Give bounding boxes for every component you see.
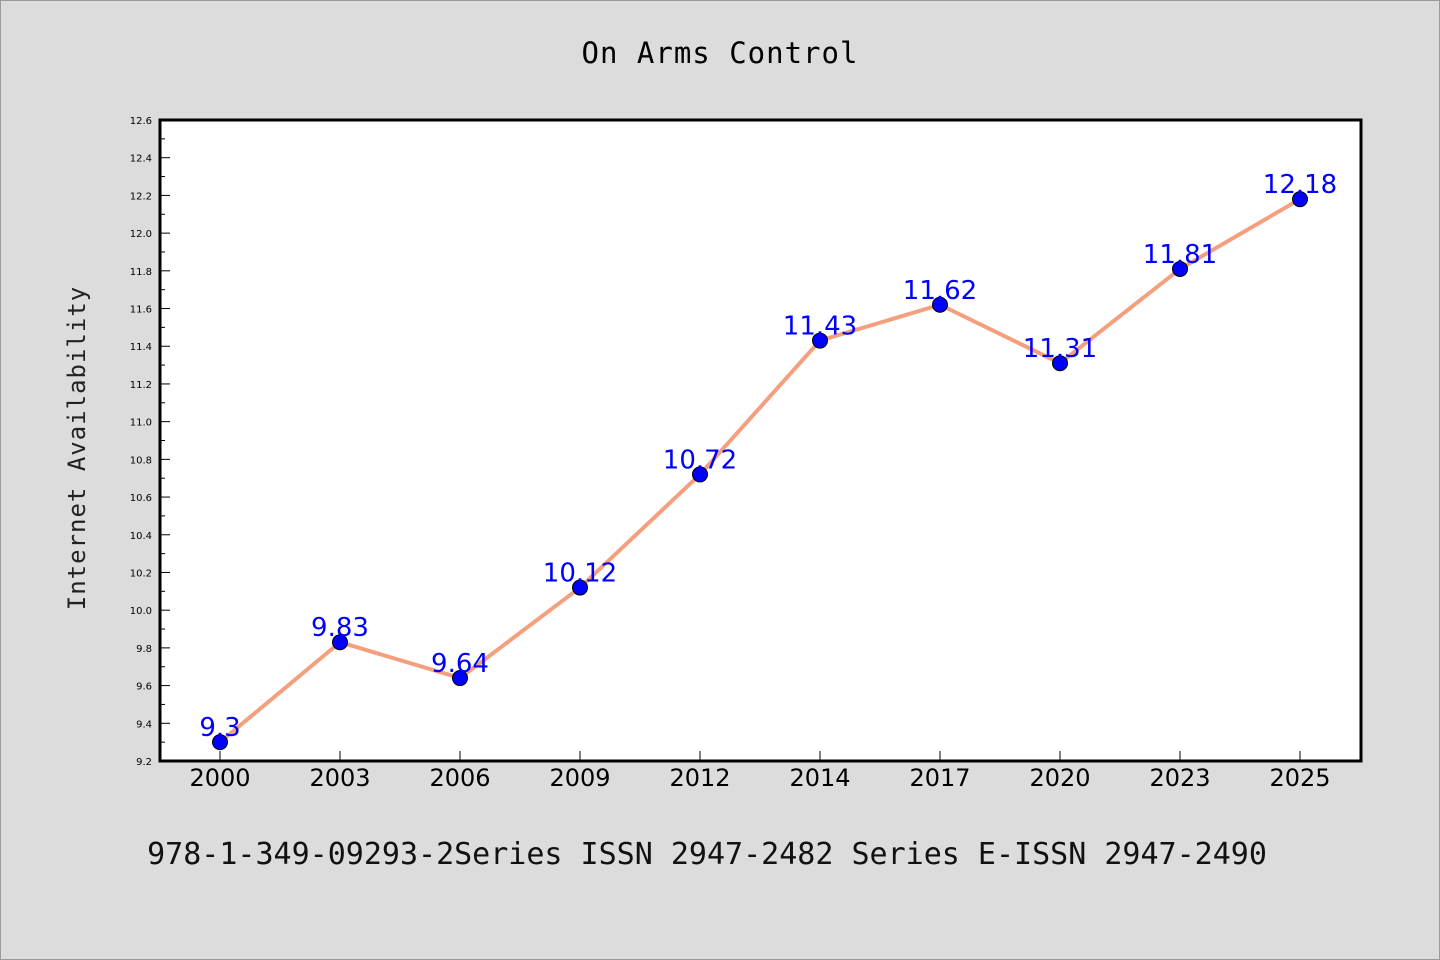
x-tick-label: 2006: [429, 764, 490, 792]
x-axis-ticks: 2000 2003 2006 2009 2012 2014 2017 2020 2023 2025: [189, 751, 1331, 792]
data-point-marker: [1292, 191, 1308, 208]
x-tick-label: 2009: [549, 764, 610, 792]
y-tick-label: 12.2: [130, 191, 152, 202]
y-tick-label: 10.8: [130, 455, 152, 466]
data-point-marker: [932, 296, 948, 313]
y-tick-label: 12.0: [130, 229, 152, 240]
y-tick-label: 9.6: [136, 682, 152, 693]
y-tick-label: 12.6: [130, 116, 152, 127]
y-axis-label: Internet Availability: [63, 286, 91, 610]
y-tick-label: 11.4: [130, 342, 152, 353]
data-point-marker: [572, 579, 588, 596]
data-point-marker: [1172, 260, 1188, 277]
x-tick-label: 2025: [1269, 764, 1330, 792]
data-value-label: 11.81: [1143, 240, 1217, 270]
x-tick-label: 2003: [309, 764, 370, 792]
data-value-label: 9.83: [311, 613, 369, 643]
data-value-label: 10.12: [543, 559, 617, 589]
series-line-group: [218, 197, 1302, 744]
x-tick-label: 2014: [789, 764, 850, 792]
x-tick-label: 2012: [669, 764, 730, 792]
data-point-marker: [692, 466, 708, 483]
footer-isbn-text: 978-1-349-09293-2Series ISSN 2947-2482 S…: [147, 837, 1267, 872]
chart-title: On Arms Control: [582, 36, 859, 70]
y-tick-label: 10.4: [130, 531, 152, 542]
y-tick-label: 10.6: [130, 493, 152, 504]
x-tick-label: 2017: [909, 764, 970, 792]
y-tick-label: 9.4: [136, 719, 152, 730]
data-value-label: 11.31: [1023, 334, 1097, 364]
x-tick-label: 2023: [1149, 764, 1210, 792]
data-value-label: 12.18: [1263, 170, 1337, 200]
data-point-marker: [1052, 355, 1068, 372]
x-tick-label: 2000: [189, 764, 250, 792]
y-tick-label: 12.4: [130, 154, 152, 165]
y-axis-ticks: 9.2 9.4 9.6 9.8 10.0 10.2 10.4 10.6 10.8 11.0 11.2…: [130, 116, 170, 768]
data-point-marker: [812, 332, 828, 349]
data-point-marker: [212, 734, 228, 751]
data-value-label: 9.3: [199, 713, 240, 743]
y-tick-label: 9.2: [136, 757, 152, 768]
x-tick-label: 2020: [1029, 764, 1090, 792]
plot-area: [158, 118, 1363, 763]
y-tick-label: 11.2: [130, 380, 152, 391]
y-tick-label: 10.0: [130, 606, 152, 617]
data-value-label: 9.64: [431, 649, 489, 679]
data-value-label: 10.72: [663, 445, 737, 475]
data-point-marker: [332, 634, 348, 651]
y-tick-label: 11.0: [130, 418, 152, 429]
series-line: [218, 197, 1302, 744]
data-value-label: 11.62: [903, 276, 977, 306]
y-tick-label: 11.8: [130, 267, 152, 278]
y-tick-label: 9.8: [136, 644, 152, 655]
data-labels: 9.3 9.83 9.64 10.12 10.72 11.43 11.62 11.31 11.8…: [199, 170, 1337, 743]
y-tick-label: 11.6: [130, 305, 152, 316]
data-markers: [212, 191, 1308, 751]
data-value-label: 11.43: [783, 312, 857, 342]
y-tick-label: 10.2: [130, 568, 152, 579]
data-point-marker: [452, 670, 468, 687]
